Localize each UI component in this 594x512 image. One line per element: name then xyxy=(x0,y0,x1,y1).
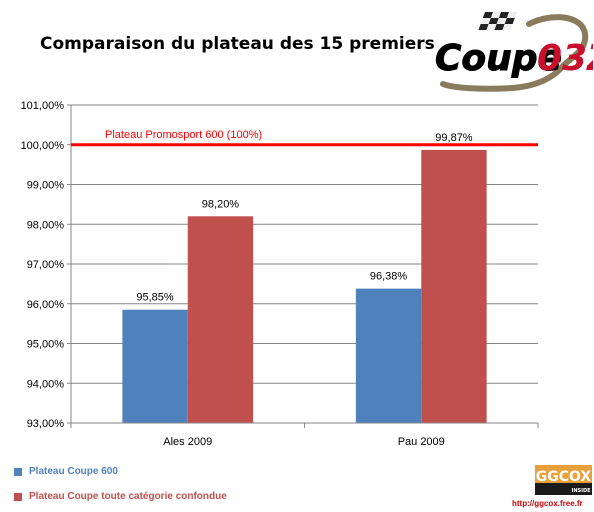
y-tick-label: 96,00% xyxy=(27,299,65,311)
ggcox-badge: GGCOX INSIDE xyxy=(535,465,592,495)
y-tick-label: 95,00% xyxy=(27,339,65,351)
footer-url[interactable]: http://ggcox.free.fr xyxy=(512,499,583,508)
y-tick-label: 100,00% xyxy=(21,140,65,152)
chart-labels: 95,85% 98,20% 96,38% 99,87% xyxy=(136,132,472,304)
checkered-flag-icon xyxy=(478,12,517,30)
data-label: 98,20% xyxy=(202,198,240,210)
coupe-03z-logo: Coupe 03Z xyxy=(435,12,593,92)
reference-line-label: Plateau Promosport 600 (100%) xyxy=(105,129,262,141)
badge-text: GGCOX xyxy=(536,469,592,485)
legend-label-series-1: Plateau Coupe 600 xyxy=(29,466,118,477)
reference-line: Plateau Promosport 600 (100%) xyxy=(71,129,538,147)
y-tick-label: 97,00% xyxy=(27,259,65,271)
y-tick-label: 101,00% xyxy=(21,100,65,112)
legend-item-series-1: Plateau Coupe 600 xyxy=(14,466,118,477)
legend-label-series-2: Plateau Coupe toute catégorie confondue xyxy=(29,491,227,502)
chart-title: Comparaison du plateau des 15 premiers xyxy=(40,34,435,54)
data-label: 95,85% xyxy=(136,292,174,304)
bar-2-2 xyxy=(421,149,487,424)
bar-1-2 xyxy=(355,288,422,423)
chart-axes: 93,00% 94,00% 95,00% 96,00% 97,00% 98,00% 99,0… xyxy=(21,100,539,448)
logo-text-main: Coupe xyxy=(435,38,562,79)
data-label: 99,87% xyxy=(435,132,473,144)
chart-bars xyxy=(122,149,487,424)
data-label: 96,38% xyxy=(370,271,408,283)
bar-2-1 xyxy=(187,216,254,423)
track-outline-icon xyxy=(440,14,589,92)
y-tick-label: 94,00% xyxy=(27,378,65,390)
legend-swatch-series-2 xyxy=(14,492,22,501)
y-tick-label: 99,00% xyxy=(27,180,65,192)
y-tick-label: 98,00% xyxy=(27,219,65,231)
legend-item-series-2: Plateau Coupe toute catégorie confondue xyxy=(14,491,227,502)
x-tick-label: Pau 2009 xyxy=(398,436,445,448)
x-tick-label: Ales 2009 xyxy=(163,436,212,448)
badge-subtext: INSIDE xyxy=(571,488,591,494)
logo-text-number: 03Z xyxy=(537,38,593,79)
bar-1-1 xyxy=(122,309,188,423)
y-tick-label: 93,00% xyxy=(27,418,65,430)
legend-swatch-series-1 xyxy=(14,467,22,476)
